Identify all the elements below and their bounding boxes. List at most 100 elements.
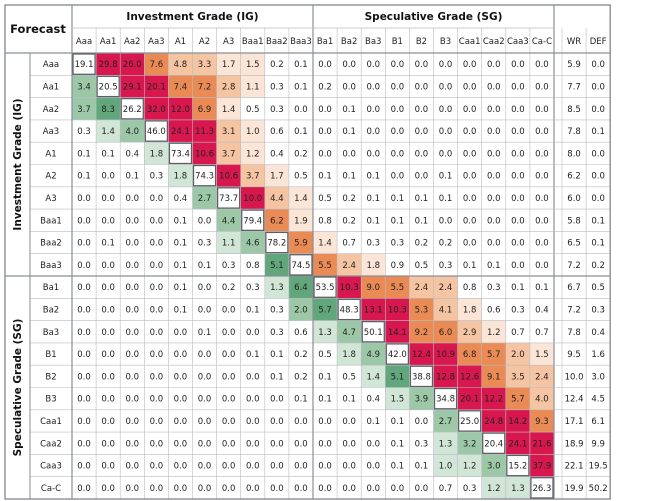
cell-value: 0.0 — [294, 462, 308, 472]
heat-cell — [216, 231, 241, 254]
cell-value: 0.1 — [342, 172, 356, 182]
cell-value: 0.3 — [270, 105, 284, 115]
cell-value: 79.4 — [243, 216, 262, 226]
cell-value: 1.5 — [391, 395, 405, 405]
heat-cell — [288, 276, 313, 299]
cell-value: 0.0 — [487, 149, 501, 159]
heat-cell — [337, 342, 362, 366]
cell-value: 0.0 — [391, 172, 405, 182]
cell-value: 0.4 — [125, 149, 139, 159]
cell-value: 5.8 — [567, 216, 581, 226]
cell-value: 0.0 — [342, 484, 356, 494]
cell-value: 0.0 — [415, 82, 429, 92]
cell-value: 0.0 — [591, 60, 605, 70]
cell-value: 0.0 — [415, 105, 429, 115]
cell-value: 0.0 — [342, 82, 356, 92]
cell-value: 0.1 — [366, 216, 380, 226]
diagonal-cell — [409, 365, 434, 388]
diagonal-cell — [361, 320, 385, 343]
cell-value: 15.2 — [508, 462, 527, 472]
cell-value: 1.2 — [463, 462, 477, 472]
heat-cell — [216, 97, 241, 120]
cell-value: 0.3 — [439, 261, 453, 271]
cell-value: 0.0 — [174, 395, 188, 405]
cell-value: 0.0 — [198, 462, 212, 472]
cell-value: 6.0 — [439, 328, 453, 338]
cell-value: 1.4 — [294, 194, 308, 204]
cell-value: 0.3 — [150, 172, 164, 182]
cell-value: 0.0 — [150, 484, 164, 494]
cell-value: 0.0 — [222, 395, 236, 405]
cell-value: 0.0 — [511, 216, 525, 226]
column-header: A1 — [175, 37, 186, 47]
cell-value: 0.9 — [391, 261, 405, 271]
cell-value: 1.8 — [342, 350, 356, 360]
cell-value: 0.8 — [463, 283, 477, 293]
cell-value: 1.4 — [222, 105, 236, 115]
cell-value: 0.0 — [511, 105, 525, 115]
cell-value: 0.3 — [366, 239, 380, 249]
cell-value: 0.0 — [535, 172, 549, 182]
cell-value: 0.0 — [342, 60, 356, 70]
cell-value: 0.1 — [77, 149, 91, 159]
heat-cell — [168, 164, 193, 187]
heat-cell — [409, 298, 434, 321]
cell-value: 0.0 — [318, 462, 332, 472]
cell-value: 0.0 — [222, 417, 236, 427]
cell-value: 0.0 — [591, 172, 605, 182]
cell-value: 0.0 — [366, 60, 380, 70]
cell-value: 24.1 — [508, 439, 527, 449]
cell-value: 0.0 — [222, 328, 236, 338]
cell-value: 0.0 — [511, 261, 525, 271]
cell-value: 0.2 — [439, 239, 453, 249]
cell-value: 32.0 — [147, 105, 166, 115]
cell-value: 0.1 — [535, 283, 549, 293]
cell-value: 3.0 — [487, 462, 501, 472]
cell-value: 0.3 — [591, 305, 605, 315]
column-group-label: Speculative Grade (SG) — [365, 11, 503, 23]
cell-value: 0.0 — [77, 283, 91, 293]
cell-value: 19.9 — [565, 484, 584, 494]
cell-value: 38.8 — [412, 372, 431, 382]
cell-value: 3.3 — [198, 60, 212, 70]
cell-value: 8.5 — [567, 105, 581, 115]
cell-value: 0.0 — [77, 194, 91, 204]
cell-value: 78.2 — [267, 239, 286, 249]
cell-value: 26.3 — [532, 484, 551, 494]
heat-cell — [288, 209, 313, 232]
cell-value: 0.4 — [535, 305, 549, 315]
cell-value: 22.1 — [565, 462, 584, 472]
cell-value: 0.0 — [101, 194, 115, 204]
cell-value: 0.0 — [270, 417, 284, 427]
cell-value: 0.0 — [101, 417, 115, 427]
heat-cell — [457, 365, 482, 388]
row-header: Aa3 — [43, 127, 59, 137]
cell-value: 34.8 — [436, 395, 455, 405]
diagonal-cell — [433, 387, 458, 410]
cell-value: 0.0 — [174, 484, 188, 494]
row-header: Ca-C — [41, 484, 61, 494]
heat-cell — [385, 365, 410, 388]
cell-value: 0.0 — [439, 127, 453, 137]
cell-value: 1.8 — [366, 261, 380, 271]
cell-value: 53.5 — [316, 283, 335, 293]
cell-value: 8.3 — [101, 105, 115, 115]
heat-cell — [409, 387, 434, 410]
cell-value: 0.0 — [77, 395, 91, 405]
cell-value: 4.6 — [246, 239, 260, 249]
cell-value: 7.6 — [150, 60, 164, 70]
cell-value: 0.0 — [535, 149, 549, 159]
cell-value: 0.7 — [535, 328, 549, 338]
row-header: Aa2 — [43, 105, 59, 115]
cell-backgrounds — [72, 53, 554, 499]
cell-value: 0.0 — [222, 305, 236, 315]
cell-value: 0.0 — [101, 439, 115, 449]
cell-value: 5.1 — [270, 261, 284, 271]
cell-value: 0.0 — [366, 439, 380, 449]
cell-value: 0.0 — [391, 484, 405, 494]
cell-value: 10.3 — [340, 283, 359, 293]
cell-values: 19.1 29.8 26.0 7.6 4.8 3.3 1.7 1.5 0.2 0.1 0.0 0.0 0… — [75, 60, 608, 494]
cell-value: 0.0 — [125, 417, 139, 427]
cell-value: 0.0 — [294, 439, 308, 449]
cell-value: 0.0 — [125, 350, 139, 360]
